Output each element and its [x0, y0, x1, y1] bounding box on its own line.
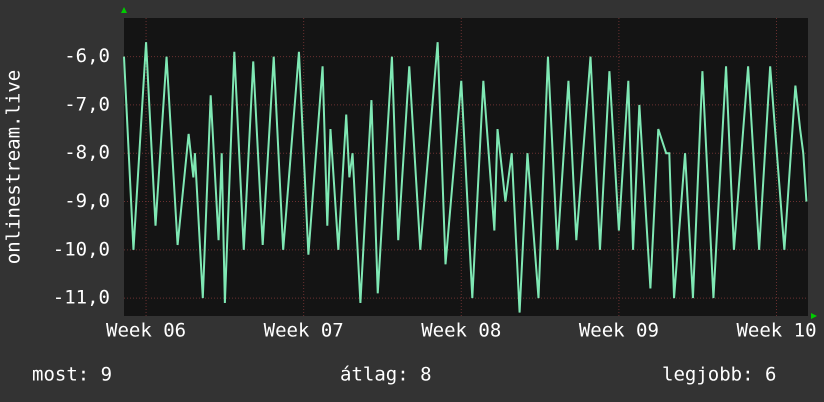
y-tick-label: -7,0 — [64, 93, 110, 115]
footer-average: átlag: 8 — [340, 364, 432, 386]
x-axis-arrow — [811, 313, 817, 319]
x-tick-label: Week 08 — [421, 320, 501, 342]
footer-current: most: 9 — [32, 364, 112, 386]
y-axis-arrow — [121, 7, 127, 13]
y-tick-label: -6,0 — [64, 45, 110, 67]
y-tick-label: -8,0 — [64, 142, 110, 164]
footer-best: legjobb: 6 — [662, 364, 776, 386]
x-tick-label: Week 07 — [264, 320, 344, 342]
y-tick-label: -9,0 — [64, 190, 110, 212]
y-tick-label: -10,0 — [53, 238, 110, 260]
grid — [124, 18, 808, 316]
y-tick-label: -11,0 — [53, 287, 110, 309]
x-tick-label: Week 06 — [106, 320, 186, 342]
data-line — [123, 42, 808, 313]
y-axis-label: onlinestream.live — [3, 70, 25, 264]
plot — [123, 42, 808, 313]
x-tick-label: Week 09 — [579, 320, 659, 342]
x-tick-label: Week 10 — [736, 320, 816, 342]
